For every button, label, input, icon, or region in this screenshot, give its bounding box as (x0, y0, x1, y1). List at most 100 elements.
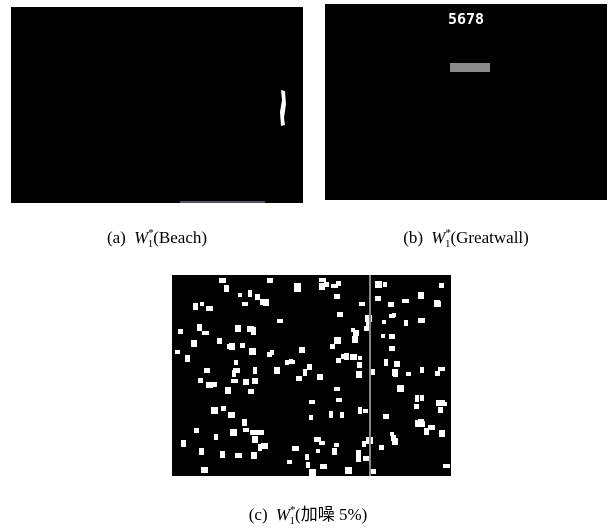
noise-dot (414, 404, 419, 409)
gray-patch (450, 63, 490, 72)
noise-dot (255, 294, 260, 300)
image-edge (180, 201, 265, 203)
noise-dot (379, 445, 384, 450)
noise-dot (243, 428, 249, 432)
noise-dot (235, 453, 242, 458)
noise-dot (261, 443, 268, 449)
noise-dot (248, 389, 254, 394)
noise-dot (287, 460, 292, 464)
noise-dot (389, 334, 395, 339)
noise-dot (289, 359, 293, 363)
noise-dot (230, 429, 237, 436)
noise-dot (392, 438, 398, 445)
noise-dot (415, 395, 419, 402)
noise-dot (211, 407, 218, 414)
noise-dot (219, 278, 226, 283)
noise-dot (247, 326, 254, 332)
noise-dot (224, 285, 229, 292)
caption-label: (c) (249, 505, 268, 524)
noise-dot (329, 411, 333, 418)
noise-dot (252, 436, 258, 443)
noise-dot (435, 371, 440, 376)
noise-dot (438, 407, 443, 413)
noise-dot (253, 367, 257, 374)
noise-dot (340, 412, 344, 418)
noise-dot (394, 361, 400, 367)
noise-dot (439, 430, 445, 437)
noise-dot (319, 278, 326, 282)
noise-dot (178, 329, 183, 334)
noise-dot (252, 378, 258, 384)
noise-dot (359, 302, 365, 306)
noise-dot (193, 303, 198, 310)
noise-dot (249, 348, 256, 355)
noise-dot (345, 467, 352, 474)
noise-dot (242, 302, 248, 306)
noise-dot (194, 428, 199, 433)
noise-dot (225, 387, 231, 394)
noise-dot (277, 319, 283, 323)
noise-dot (383, 414, 389, 419)
noise-dot (397, 385, 404, 392)
noise-dot (336, 281, 341, 286)
caption-name: (Greatwall) (450, 228, 528, 247)
noise-dot (406, 372, 411, 376)
noise-dot (420, 367, 424, 373)
noise-dot (309, 415, 313, 420)
noise-dot (238, 293, 242, 297)
noise-dot (214, 434, 218, 440)
noise-dot (228, 412, 235, 418)
noise-dot (330, 344, 335, 349)
noise-dot (198, 378, 203, 383)
noise-dot (363, 409, 368, 413)
figure-page: 5678 (a) W*1(Beach) (b) W*1(Greatwall) (… (0, 0, 616, 531)
noise-dot (242, 419, 247, 426)
noise-dot (202, 331, 209, 335)
noise-dot (356, 371, 362, 378)
noise-dot (418, 318, 425, 323)
noise-dot (393, 370, 398, 377)
caption-name: (加噪 5%) (295, 505, 367, 524)
noise-dot (439, 283, 444, 288)
noise-dot (305, 454, 309, 460)
noise-dot (220, 451, 225, 458)
noise-dot (200, 302, 204, 306)
noise-dot (206, 382, 213, 388)
noise-dot (337, 312, 343, 317)
noise-dot (181, 440, 186, 447)
noise-dot (274, 367, 280, 374)
noise-dot (248, 290, 252, 297)
noise-dot (267, 278, 273, 283)
noise-dot (364, 326, 369, 331)
noise-dot (231, 379, 238, 383)
noise-dot (415, 420, 421, 427)
noise-dot (251, 452, 257, 459)
noise-dot (362, 441, 366, 447)
noise-dot (356, 450, 361, 457)
caption: (b) W*1(Greatwall) (403, 227, 529, 250)
caption-label: (b) (403, 228, 423, 247)
noise-dot (404, 320, 408, 326)
noise-dot (336, 398, 342, 402)
noise-dot (296, 376, 302, 381)
noise-dot (229, 343, 235, 350)
noise-dot (350, 354, 357, 360)
noise-dot (191, 340, 197, 347)
noise-dot (336, 358, 341, 363)
noise-dot (375, 281, 382, 288)
noise-dot (303, 369, 307, 376)
noise-dot (402, 299, 409, 303)
noise-dot (384, 359, 388, 366)
noise-dot (358, 407, 362, 414)
noise-dot (299, 347, 305, 353)
noise-dot (175, 350, 180, 354)
caption: (c) W*1(加噪 5%) (249, 504, 368, 527)
image-greatwall (325, 4, 607, 200)
noise-dot (240, 343, 245, 348)
noise-dot (438, 367, 445, 371)
noise-dot (332, 448, 337, 455)
noise-dot (221, 406, 226, 411)
noise-dot (317, 374, 323, 380)
noise-dot (440, 400, 445, 405)
noise-dot (388, 302, 394, 307)
